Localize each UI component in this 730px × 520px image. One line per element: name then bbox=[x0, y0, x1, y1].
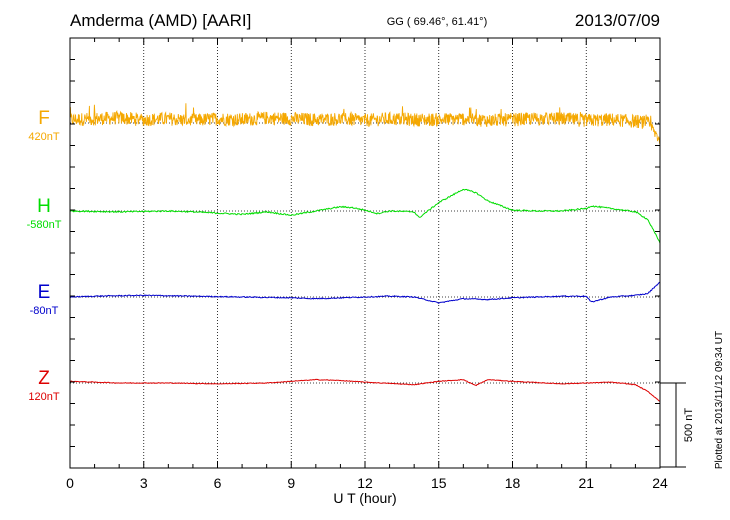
date-label: 2013/07/09 bbox=[575, 11, 660, 30]
series-baseline-E: -80nT bbox=[30, 305, 59, 317]
series-name-Z: Z bbox=[38, 368, 50, 389]
series-group: F 420nT H -580nT E -80nT Z 120nT bbox=[27, 103, 661, 403]
station-title: Amderma (AMD) [AARI] bbox=[70, 11, 251, 30]
axes-group: 0 3 6 9 12 15 18 21 24 bbox=[66, 37, 686, 491]
x-tick-label: 9 bbox=[287, 475, 295, 491]
x-tick-label: 18 bbox=[505, 475, 521, 491]
x-tick-label: 24 bbox=[652, 475, 668, 491]
x-tick-label: 12 bbox=[357, 475, 373, 491]
series-baseline-H: -580nT bbox=[27, 219, 62, 231]
x-tick-label: 0 bbox=[66, 475, 74, 491]
series-name-H: H bbox=[37, 196, 51, 217]
x-tick-label: 15 bbox=[431, 475, 447, 491]
plotted-at-note: Plotted at 2013/11/12 09:34 UT bbox=[714, 331, 725, 469]
series-baseline-Z: 120nT bbox=[28, 391, 59, 403]
series-baseline-F: 420nT bbox=[28, 131, 59, 143]
x-tick-label: 6 bbox=[214, 475, 222, 491]
x-tick-label: 3 bbox=[140, 475, 148, 491]
series-line-F bbox=[69, 103, 661, 145]
series-line-E bbox=[69, 281, 661, 304]
series-name-E: E bbox=[38, 282, 51, 303]
series-line-H bbox=[70, 188, 661, 244]
x-axis-label: U T (hour) bbox=[333, 490, 396, 506]
series-line-Z bbox=[69, 378, 661, 402]
scale-bar-label: 500 nT bbox=[683, 408, 695, 443]
series-name-F: F bbox=[38, 108, 50, 129]
x-tick-label: 21 bbox=[578, 475, 594, 491]
coordinates-label: GG ( 69.46°, 61.41°) bbox=[387, 16, 488, 28]
